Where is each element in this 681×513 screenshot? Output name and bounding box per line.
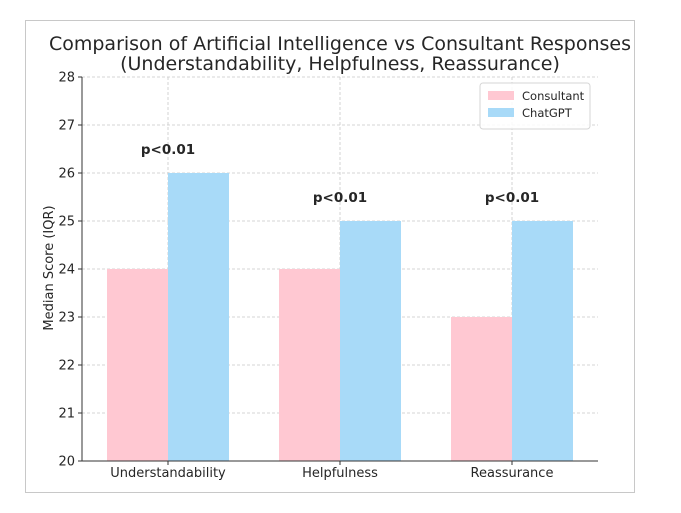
chart-title-line-2: (Understandability, Helpfulness, Reassur… bbox=[120, 53, 560, 75]
p-value-annotation: p<0.01 bbox=[141, 142, 195, 158]
legend-swatch-consultant bbox=[488, 91, 514, 100]
legend-label-consultant: Consultant bbox=[522, 89, 585, 103]
y-tick-label: 27 bbox=[58, 119, 75, 134]
chart-title-line-1: Comparison of Artificial Intelligence vs… bbox=[49, 33, 631, 55]
legend-swatch-chatgpt bbox=[488, 108, 514, 117]
y-tick-label: 21 bbox=[58, 407, 75, 422]
bar-consultant-reassurance bbox=[451, 317, 512, 461]
legend-label-chatgpt: ChatGPT bbox=[522, 106, 573, 120]
y-tick-label: 28 bbox=[58, 71, 75, 86]
p-value-annotation: p<0.01 bbox=[485, 190, 539, 206]
y-tick-label: 20 bbox=[58, 455, 75, 470]
annotations: p<0.01 p<0.01 p<0.01 bbox=[141, 142, 539, 206]
axes bbox=[78, 76, 598, 465]
x-tick-label: Helpfulness bbox=[302, 466, 378, 481]
bar-chatgpt-helpfulness bbox=[340, 221, 401, 461]
legend: Consultant ChatGPT bbox=[479, 82, 591, 130]
x-tick-label: Understandability bbox=[110, 466, 226, 481]
bar-consultant-helpfulness bbox=[279, 269, 340, 461]
bars bbox=[107, 173, 573, 461]
x-tick-labels: Understandability Helpfulness Reassurance bbox=[110, 466, 553, 481]
y-tick-label: 22 bbox=[58, 359, 75, 374]
y-tick-labels: 20 21 22 23 24 25 26 27 28 bbox=[58, 71, 75, 470]
x-tick-label: Reassurance bbox=[471, 466, 554, 481]
y-tick-label: 26 bbox=[58, 167, 75, 182]
p-value-annotation: p<0.01 bbox=[313, 190, 367, 206]
y-axis-label: Median Score (IQR) bbox=[42, 205, 57, 330]
y-tick-label: 24 bbox=[58, 263, 75, 278]
bar-consultant-understandability bbox=[107, 269, 168, 461]
y-tick-label: 25 bbox=[58, 215, 75, 230]
y-tick-label: 23 bbox=[58, 311, 75, 326]
bar-chatgpt-understandability bbox=[168, 173, 229, 461]
bar-chatgpt-reassurance bbox=[512, 221, 573, 461]
